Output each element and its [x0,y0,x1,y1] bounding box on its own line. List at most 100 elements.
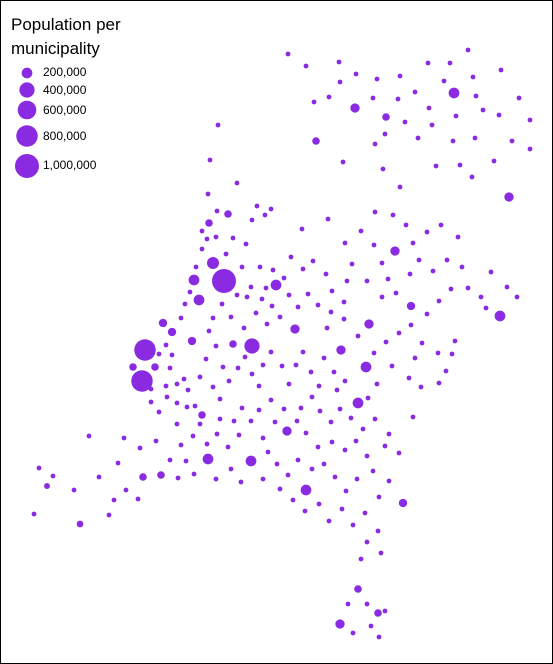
municipality-marker [349,261,355,267]
municipality-marker [204,236,210,242]
municipality-marker [335,619,345,629]
municipality-marker [326,94,332,100]
municipality-marker [334,387,340,393]
municipality-marker [263,285,269,291]
municipality-marker [257,264,263,270]
municipality-marker [470,74,476,80]
municipality-marker [370,468,376,474]
municipality-marker [205,191,211,197]
municipality-marker [274,461,280,467]
municipality-marker [353,438,359,444]
municipality-marker [199,246,205,252]
municipality-marker [410,414,416,420]
municipality-marker [348,415,354,421]
municipality-marker [223,251,229,257]
municipality-marker [213,234,219,240]
municipality-marker [156,409,162,415]
municipality-marker [353,71,359,77]
municipality-marker [167,365,173,371]
municipality-marker [254,203,260,209]
municipality-marker [277,314,283,320]
municipality-marker [465,47,471,53]
municipality-marker [324,325,330,331]
municipality-marker [516,95,522,101]
municipality-marker [389,363,395,369]
map-title-line-1: Population per [11,15,121,34]
municipality-marker [395,96,401,102]
municipality-marker [393,290,399,296]
municipality-marker [163,383,169,389]
municipality-marker [295,304,301,310]
map-title-line-2: municipality [11,39,100,58]
municipality-marker [354,476,360,482]
municipality-marker [426,105,432,111]
municipality-marker [316,383,322,389]
municipality-marker [350,522,356,528]
municipality-marker [253,310,259,316]
municipality-marker [376,634,382,640]
municipality-marker [303,63,309,69]
municipality-marker [187,289,193,295]
municipality-marker [282,426,292,436]
municipality-marker [448,286,454,292]
municipality-marker [182,301,188,307]
municipality-marker [364,278,370,284]
municipality-marker [379,260,385,266]
municipality-marker [236,432,242,438]
municipality-marker [379,294,385,300]
municipality-marker [309,466,315,472]
municipality-marker [281,275,287,281]
municipality-marker [325,216,331,222]
municipality-marker [217,396,223,402]
municipality-marker [419,340,425,346]
municipality-marker [36,465,42,471]
municipality-marker [295,457,301,463]
municipality-marker [342,378,348,384]
municipality-marker [157,471,165,479]
municipality-marker [410,240,416,246]
municipality-marker [444,257,450,263]
municipality-marker [262,212,268,218]
municipality-marker [457,162,463,168]
municipality-marker [163,342,169,348]
municipality-marker [129,363,137,371]
municipality-marker [106,512,112,518]
municipality-marker [256,383,262,389]
municipality-marker [300,266,306,272]
municipality-marker [425,60,431,66]
municipality-marker [472,135,478,141]
municipality-marker [412,89,418,95]
municipality-marker [203,356,209,362]
municipality-marker [121,435,127,441]
municipality-marker [303,430,309,436]
municipality-marker [300,484,312,496]
municipality-marker [473,93,479,99]
municipality-marker [416,257,422,263]
municipality-marker [382,113,390,121]
municipality-marker [436,380,442,386]
municipality-marker [337,79,343,85]
municipality-marker [239,405,245,411]
municipality-marker [321,461,327,467]
municipality-marker [123,487,129,493]
municipality-marker [270,267,276,273]
legend-label-1000000: 1,000,000 [43,158,97,172]
municipality-marker [450,138,456,144]
municipality-marker [352,397,364,409]
municipality-marker [364,319,374,329]
municipality-marker [321,355,327,361]
municipality-marker [228,314,234,320]
municipality-marker [76,520,84,528]
municipality-marker [342,447,348,453]
municipality-marker [244,294,250,300]
municipality-marker [364,539,370,545]
municipality-marker [111,497,117,503]
municipality-marker [358,228,364,234]
municipality-marker [360,426,366,432]
municipality-marker [317,408,323,414]
municipality-marker [358,556,364,562]
municipality-marker [281,406,287,412]
municipality-marker [299,226,305,232]
municipality-marker [336,345,346,355]
municipality-marker [386,478,392,484]
